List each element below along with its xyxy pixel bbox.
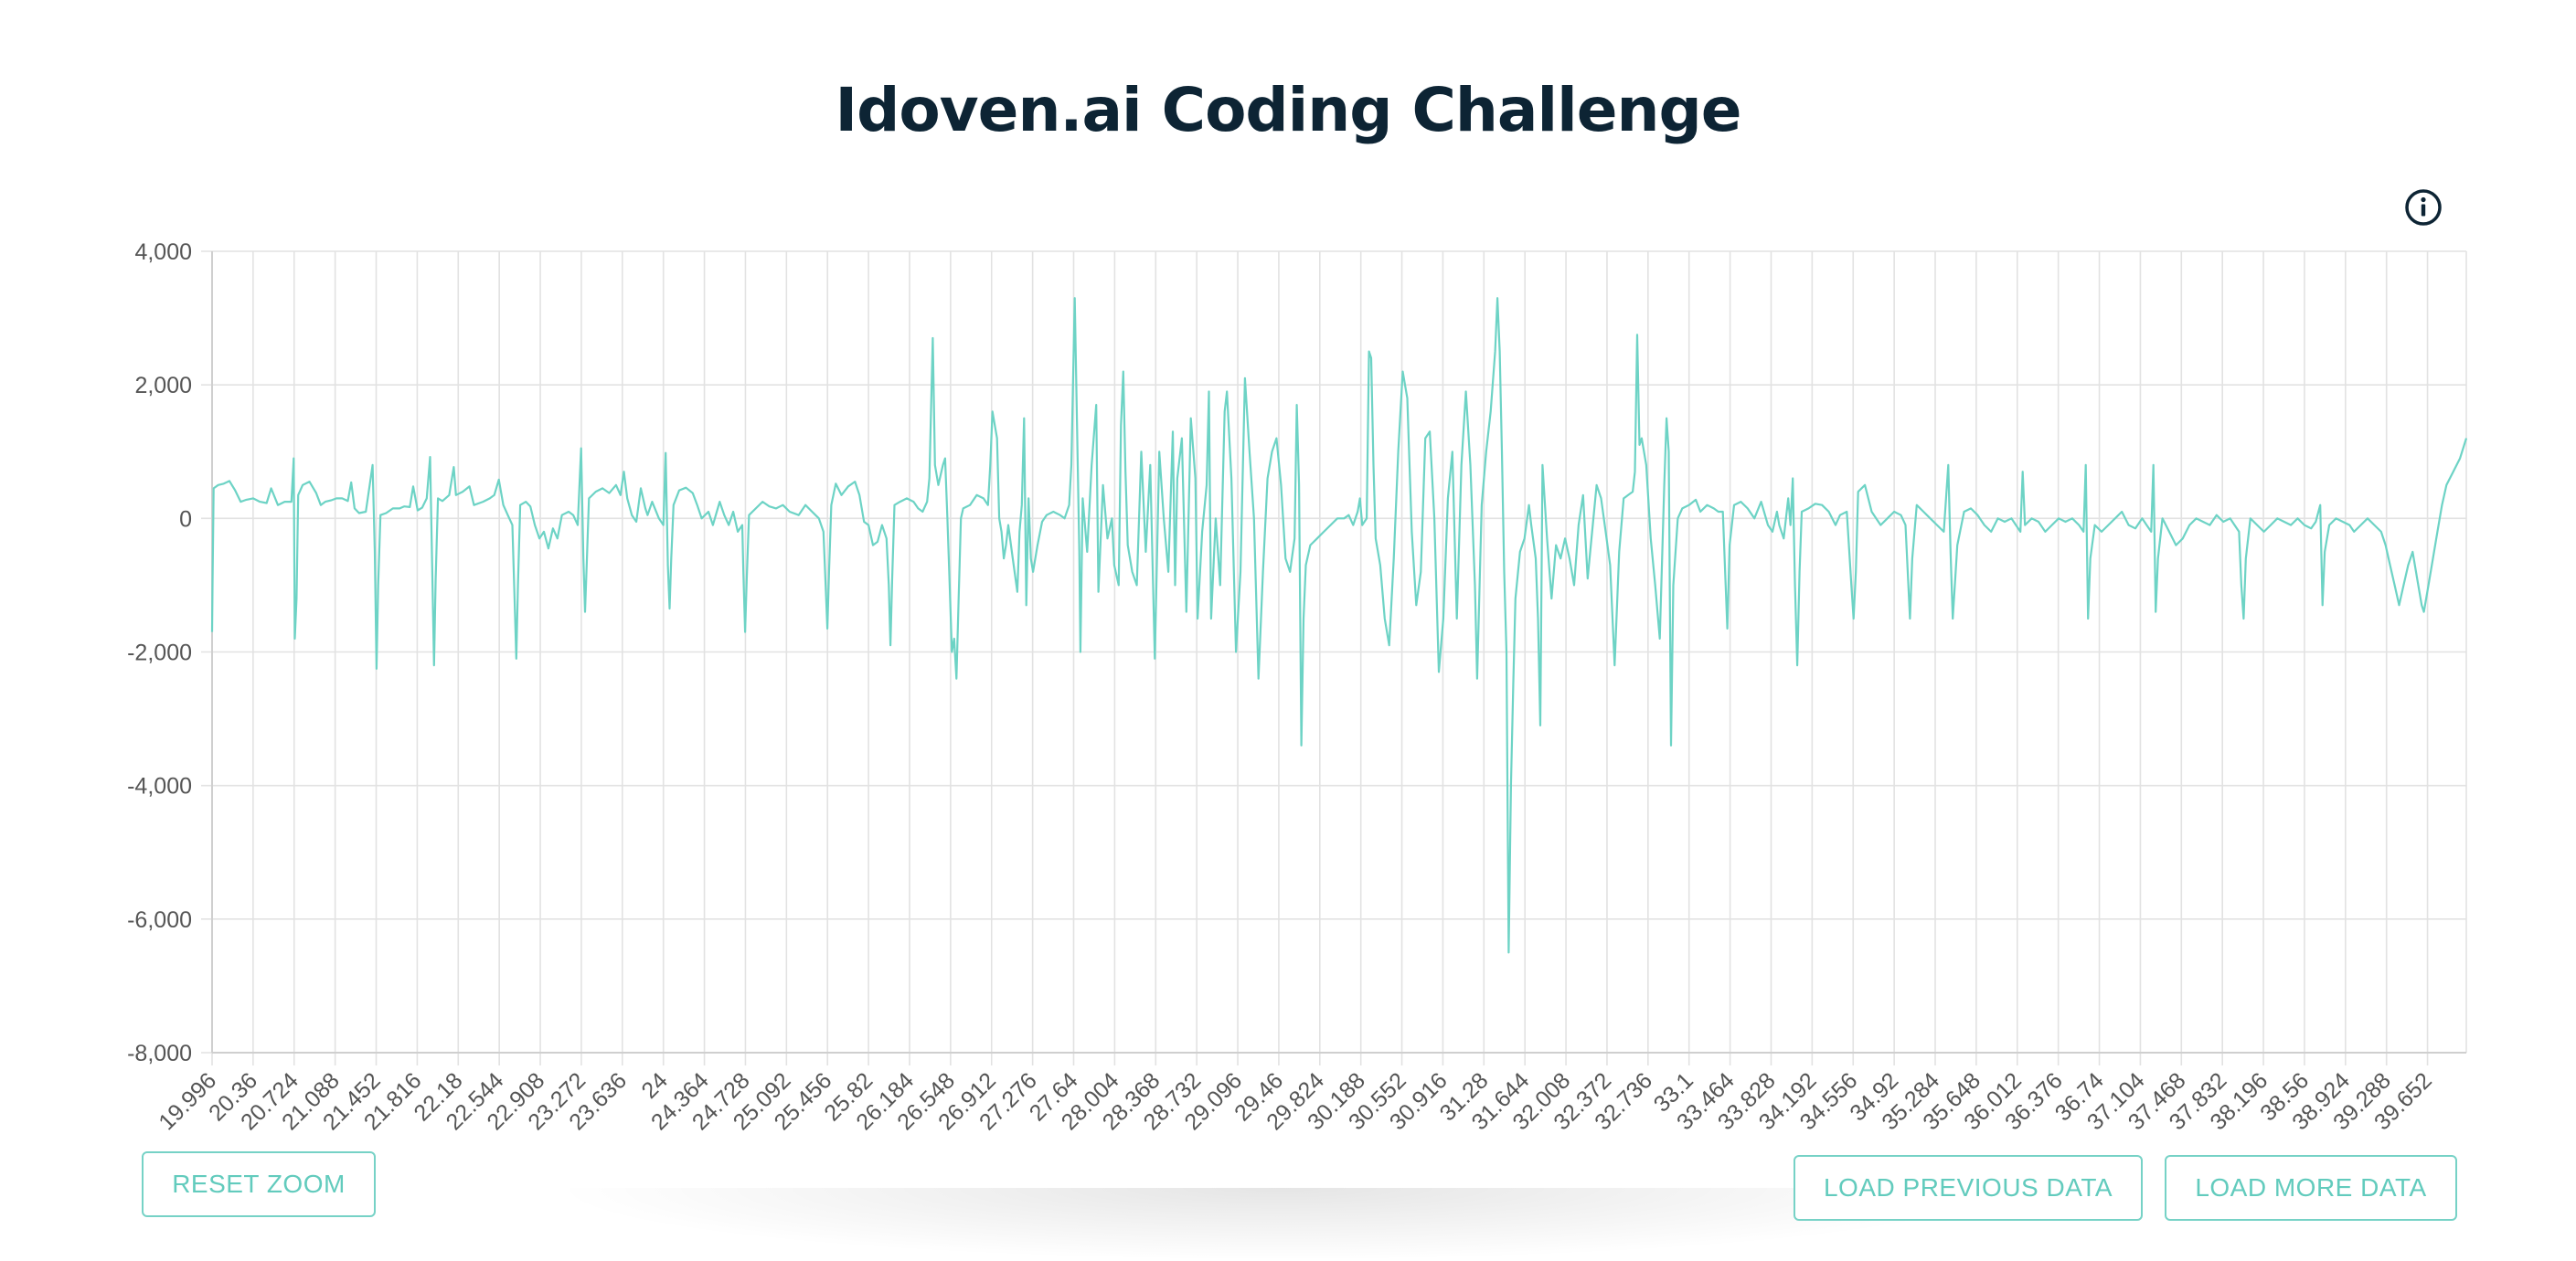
chart-axes [211, 251, 2466, 1054]
y-tick-label: -6,000 [127, 907, 192, 933]
y-tick-label: -8,000 [127, 1041, 192, 1066]
info-icon[interactable] [2404, 188, 2443, 227]
x-axis-ticks: 19.99620.3620.72421.08821.45221.81622.18… [154, 1067, 2436, 1135]
y-tick-label: 0 [179, 506, 192, 532]
chart-grid [201, 250, 2467, 1065]
load-more-data-button[interactable]: LOAD MORE DATA [2165, 1155, 2457, 1221]
y-tick-label: -4,000 [127, 774, 192, 800]
y-tick-label: 2,000 [134, 373, 192, 398]
load-previous-data-button[interactable]: LOAD PREVIOUS DATA [1794, 1155, 2143, 1221]
bottom-shadow [548, 1188, 2011, 1261]
y-axis-ticks: 4,000 2,000 0 -2,000 -4,000 -6,000 -8,000 [127, 239, 192, 1066]
page-title: Idoven.ai Coding Challenge [835, 75, 1742, 145]
y-tick-label: 4,000 [134, 239, 192, 265]
ecg-series-line [210, 297, 2468, 954]
reset-zoom-button[interactable]: RESET ZOOM [142, 1151, 376, 1217]
chart-series [210, 297, 2468, 954]
y-tick-label: -2,000 [127, 641, 192, 666]
